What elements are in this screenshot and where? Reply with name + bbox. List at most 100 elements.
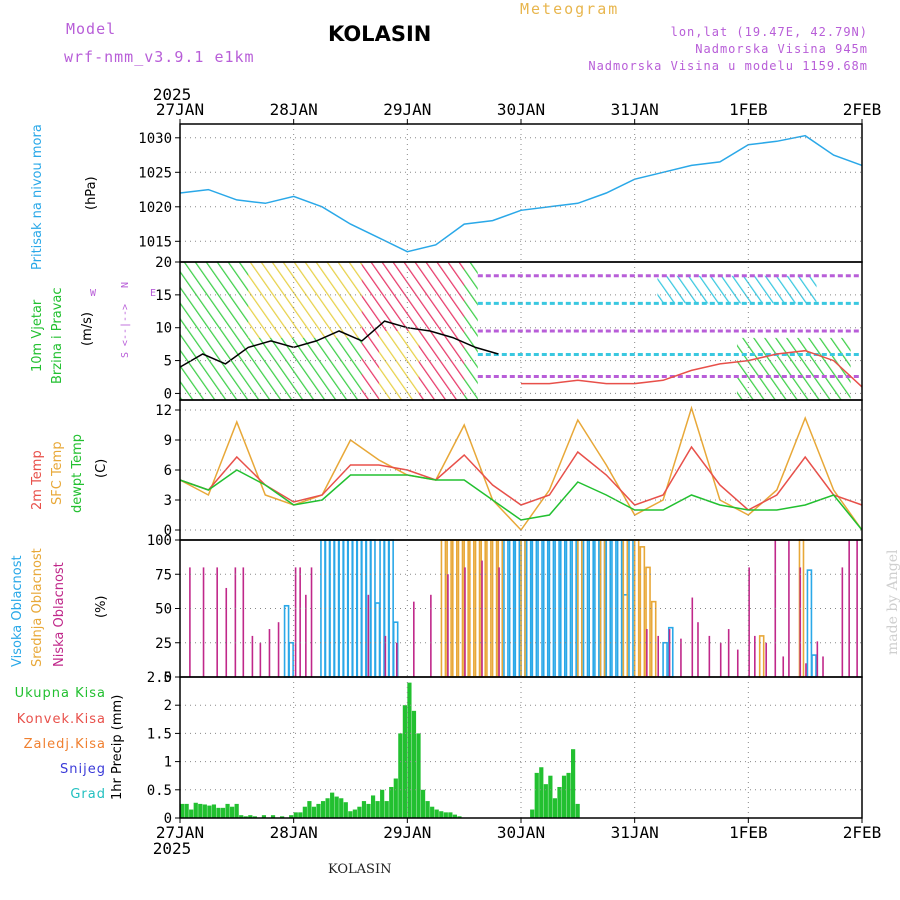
- bar-precip: [452, 814, 457, 818]
- bar-precip: [270, 815, 276, 818]
- bar-precip: [434, 809, 439, 818]
- bar-clouds: [645, 566, 651, 678]
- y-tick-label: 2: [164, 698, 172, 714]
- bar-clouds: [464, 567, 466, 677]
- y-tick-label: 1025: [138, 165, 172, 181]
- bar-clouds: [283, 604, 290, 678]
- bar-clouds: [788, 540, 790, 677]
- bar-precip: [280, 816, 285, 818]
- bar-clouds: [347, 539, 354, 678]
- y-tick-label: 6: [164, 463, 172, 479]
- x-tick-label: 30JAN: [497, 823, 545, 842]
- bar-precip: [334, 796, 339, 818]
- temp-label: 2m Temp: [30, 450, 45, 510]
- wind-hatch-cyan: [657, 275, 817, 304]
- bar-clouds: [520, 539, 526, 678]
- bar-precip: [575, 803, 580, 818]
- bar-clouds: [480, 539, 487, 678]
- bar-precip: [389, 786, 394, 818]
- bar-clouds: [216, 567, 218, 677]
- wind-label-2: Brzina i Pravac: [50, 287, 65, 384]
- bar-precip: [380, 789, 385, 818]
- y-tick-label: 1030: [138, 131, 172, 147]
- bar-clouds: [577, 539, 583, 678]
- bar-clouds: [242, 567, 245, 677]
- bar-clouds: [765, 642, 767, 677]
- bar-clouds: [268, 629, 271, 677]
- bar-clouds: [320, 539, 326, 678]
- series-line-temperature-0: [179, 405, 863, 532]
- wind-label-1: 10m Vjetar: [30, 299, 45, 372]
- bar-clouds: [259, 642, 262, 677]
- bar-clouds: [370, 539, 376, 678]
- bar-clouds: [498, 567, 500, 677]
- bar-precip: [457, 816, 462, 818]
- bar-clouds: [329, 539, 335, 678]
- x-tick-label: 2FEB: [843, 823, 882, 842]
- bar-precip: [289, 815, 294, 818]
- bar-precip: [180, 803, 185, 818]
- bar-precip: [384, 801, 389, 818]
- bar-clouds: [440, 539, 447, 678]
- y-tick-label: 9: [164, 433, 172, 449]
- wind-key-north: N: [120, 282, 131, 288]
- y-tick-label: 2.5: [147, 670, 172, 686]
- bar-clouds: [856, 540, 858, 677]
- bar-precip: [393, 778, 398, 818]
- bar-clouds: [806, 569, 813, 678]
- bar-precip: [425, 801, 430, 818]
- bar-precip: [198, 803, 203, 818]
- series-line-temperature-2: [179, 469, 863, 531]
- bar-precip: [557, 786, 562, 818]
- bar-clouds: [525, 539, 532, 678]
- bar-clouds: [782, 656, 785, 677]
- y-tick-label: 100: [147, 533, 172, 549]
- bar-clouds: [388, 539, 394, 678]
- y-tick-label: 1015: [138, 234, 172, 250]
- y-tick-label: 25: [155, 636, 172, 652]
- x-tick-label: 29JAN: [383, 100, 431, 119]
- model-label: Model: [66, 20, 117, 38]
- wind-hatch-green-2: [736, 337, 851, 400]
- panel-frame: [179, 399, 863, 541]
- y-tick-label: 12: [155, 403, 172, 419]
- bar-clouds: [486, 539, 492, 678]
- bar-clouds: [342, 539, 349, 678]
- bar-precip: [302, 806, 307, 818]
- bar-precip: [375, 801, 380, 818]
- bar-clouds: [848, 540, 850, 677]
- x-year-label: 2025: [153, 839, 192, 858]
- bar-precip: [348, 811, 353, 818]
- mid-cloud-label: Srednja Oblacnost: [30, 548, 45, 667]
- bar-precip: [398, 733, 403, 818]
- bar-clouds: [446, 539, 452, 678]
- bar-clouds: [559, 539, 566, 678]
- x-tick-label: 29JAN: [383, 823, 431, 842]
- bar-precip: [316, 803, 321, 818]
- bar-clouds: [413, 601, 415, 677]
- bar-clouds: [333, 539, 340, 678]
- elevation: Nadmorska Visina 945m: [695, 42, 868, 56]
- bar-clouds: [379, 539, 385, 678]
- wind-direction-key: <--|--> N S: [120, 282, 131, 358]
- bar-clouds: [503, 539, 509, 678]
- wind-key-east: E: [150, 288, 156, 299]
- bar-precip: [343, 802, 348, 818]
- x-tick-label: 28JAN: [270, 100, 318, 119]
- bar-clouds: [310, 567, 313, 677]
- meteogram-title: Meteogram: [520, 0, 620, 18]
- bar-clouds: [577, 539, 583, 678]
- bar-clouds: [841, 567, 844, 677]
- bar-precip: [216, 807, 221, 818]
- bar-clouds: [384, 635, 387, 677]
- pressure-label: Pritisak na nivou mora: [30, 124, 45, 270]
- bar-precip: [416, 733, 421, 818]
- bar-clouds: [799, 567, 802, 677]
- bar-clouds: [582, 539, 589, 678]
- high-cloud-label: Visoka Oblacnost: [10, 555, 25, 667]
- series-line-pressure-0: [179, 134, 863, 253]
- bar-clouds: [628, 539, 634, 678]
- x-tick-label: 31JAN: [611, 823, 659, 842]
- bar-clouds: [531, 539, 538, 678]
- bar-clouds: [189, 567, 191, 677]
